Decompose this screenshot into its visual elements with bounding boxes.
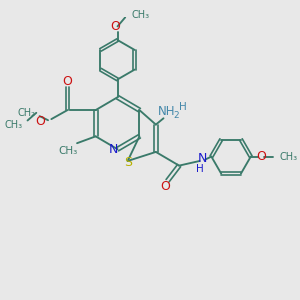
Text: O: O [35,115,45,128]
Text: H: H [196,164,203,174]
Text: O: O [110,20,120,33]
Text: CH₃: CH₃ [58,146,77,156]
Text: 2: 2 [173,111,179,120]
Text: S: S [124,156,132,169]
Text: H: H [179,102,187,112]
Text: CH₃: CH₃ [132,10,150,20]
Text: O: O [256,150,266,163]
Text: NH: NH [158,105,175,118]
Text: CH₃: CH₃ [4,120,22,130]
Text: O: O [160,180,170,193]
Text: N: N [109,143,118,156]
Text: N: N [198,152,207,165]
Text: O: O [62,75,72,88]
Text: CH₃: CH₃ [280,152,298,162]
Text: CH₂: CH₂ [18,108,36,118]
